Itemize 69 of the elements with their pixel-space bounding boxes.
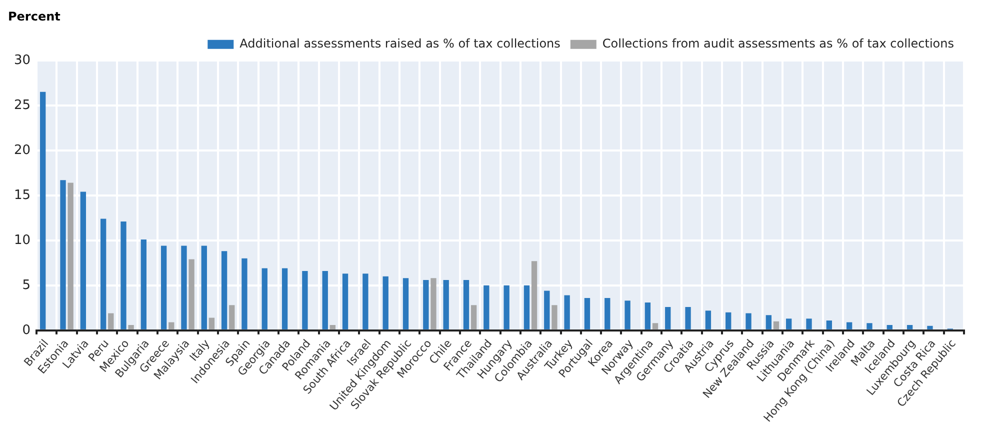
bar bbox=[504, 285, 510, 330]
bar bbox=[330, 324, 336, 330]
bar bbox=[181, 246, 187, 330]
bar bbox=[282, 268, 288, 330]
y-tick-label: 5 bbox=[22, 278, 31, 293]
bar bbox=[552, 305, 558, 330]
bar bbox=[906, 324, 913, 330]
bar bbox=[229, 305, 235, 330]
bar bbox=[382, 276, 388, 330]
bar bbox=[60, 180, 66, 330]
bar bbox=[208, 318, 215, 330]
bar bbox=[524, 285, 530, 330]
bar bbox=[826, 320, 832, 330]
bar bbox=[160, 246, 167, 330]
bar bbox=[100, 218, 106, 330]
bar bbox=[484, 285, 490, 330]
bar bbox=[68, 182, 74, 330]
bar bbox=[886, 324, 892, 330]
bar bbox=[302, 270, 308, 330]
bar bbox=[262, 268, 268, 330]
y-axis-title: Percent bbox=[8, 9, 61, 24]
bar bbox=[342, 274, 348, 330]
bar bbox=[624, 300, 630, 330]
bar bbox=[423, 280, 429, 330]
bar bbox=[40, 92, 46, 330]
bar bbox=[644, 302, 651, 330]
bar bbox=[786, 318, 792, 330]
y-tick-label: 0 bbox=[22, 322, 31, 338]
bar bbox=[564, 295, 570, 330]
bar bbox=[168, 322, 174, 330]
y-tick-label: 30 bbox=[14, 52, 31, 68]
bar bbox=[140, 239, 146, 330]
bar bbox=[470, 305, 477, 330]
bar bbox=[108, 313, 114, 330]
bar bbox=[242, 258, 248, 330]
bar bbox=[362, 274, 368, 330]
legend-label: Collections from audit assessments as % of tax collections bbox=[602, 36, 954, 51]
bar bbox=[746, 313, 752, 330]
bar bbox=[705, 310, 712, 330]
y-tick-label: 20 bbox=[14, 142, 31, 158]
bar bbox=[685, 306, 691, 330]
bar bbox=[604, 298, 610, 330]
bar bbox=[766, 315, 772, 330]
y-tick-label: 25 bbox=[14, 98, 31, 113]
bar bbox=[846, 322, 852, 330]
bar bbox=[806, 318, 812, 330]
bar bbox=[773, 321, 780, 330]
bar bbox=[128, 324, 134, 330]
bar bbox=[866, 323, 872, 330]
y-tick-label: 10 bbox=[14, 232, 31, 248]
bar bbox=[463, 280, 470, 330]
bar bbox=[443, 280, 449, 330]
bar bbox=[584, 298, 590, 330]
bar bbox=[201, 246, 207, 330]
bar bbox=[188, 259, 194, 330]
bar bbox=[531, 261, 538, 330]
bar bbox=[80, 192, 86, 330]
legend-label: Additional assessments raised as % of tax collections bbox=[240, 36, 560, 51]
bar bbox=[322, 270, 328, 330]
bar bbox=[544, 290, 550, 330]
bar bbox=[430, 278, 436, 330]
bar bbox=[665, 306, 671, 330]
bar bbox=[221, 251, 228, 330]
y-tick-label: 15 bbox=[14, 188, 31, 203]
bar bbox=[120, 221, 126, 330]
bar bbox=[927, 326, 933, 330]
bar bbox=[726, 312, 732, 330]
bar bbox=[402, 278, 409, 330]
bar bbox=[652, 323, 658, 330]
